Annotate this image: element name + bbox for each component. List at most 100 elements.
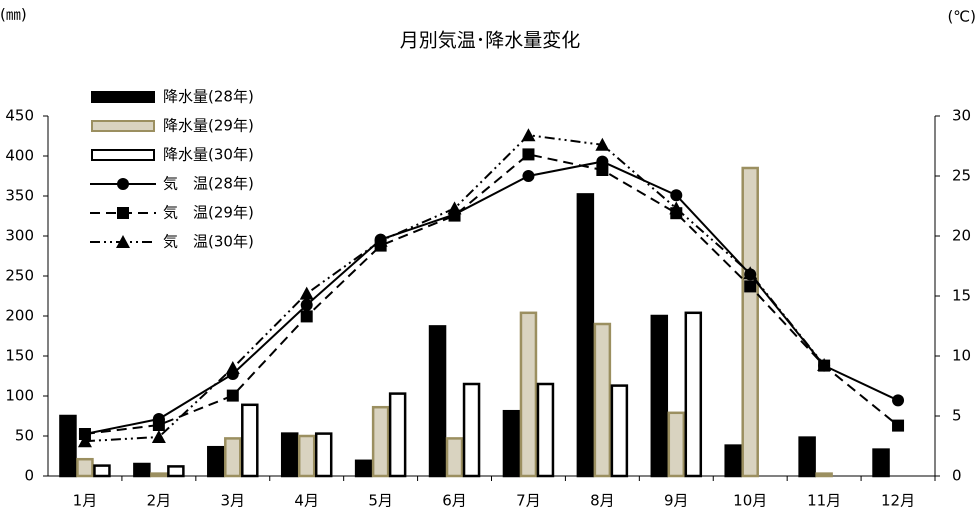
bar xyxy=(741,166,759,478)
legend-label: 気 温(30年) xyxy=(163,233,254,251)
bar xyxy=(502,409,521,478)
temperature-marker xyxy=(299,286,314,300)
y-tick-label: 100 xyxy=(5,387,34,405)
y-tick-label: 250 xyxy=(5,267,34,285)
bar xyxy=(241,403,259,478)
bar xyxy=(684,311,703,478)
bar xyxy=(297,434,316,478)
temperature-marker xyxy=(225,361,240,374)
x-tick-label: 3月 xyxy=(221,492,246,510)
chart-title: 月別気温･降水量変化 xyxy=(400,30,581,52)
temperature-marker xyxy=(226,389,239,402)
temperature-marker xyxy=(744,280,757,293)
x-tick-label: 7月 xyxy=(516,492,541,510)
y-tick-label: 350 xyxy=(5,187,34,205)
temperature-marker xyxy=(152,419,165,431)
y-tick-label: 450 xyxy=(5,107,34,125)
temperature-marker xyxy=(300,299,313,311)
x-tick-label: 5月 xyxy=(368,492,393,510)
bar xyxy=(519,311,538,478)
bar xyxy=(536,382,555,478)
y2-tick-label: 30 xyxy=(952,107,971,125)
temperature-marker xyxy=(522,148,535,161)
y2-tick-label: 15 xyxy=(952,287,971,305)
y2-unit: (℃) xyxy=(947,8,976,26)
bar xyxy=(462,382,481,478)
bar xyxy=(872,448,890,478)
bar xyxy=(576,193,595,478)
bar xyxy=(224,437,242,478)
legend-marker xyxy=(117,178,129,190)
y2-tick-label: 0 xyxy=(952,467,962,485)
bar xyxy=(371,405,390,478)
bar xyxy=(314,432,333,478)
legend-marker xyxy=(116,235,130,248)
x-tick-label: 2月 xyxy=(147,492,172,510)
y-tick-label: 150 xyxy=(5,347,34,365)
x-tick-label: 4月 xyxy=(294,492,319,510)
legend-label: 降水量(28年) xyxy=(163,88,254,106)
bar xyxy=(354,459,373,478)
temperature-marker xyxy=(596,164,609,176)
temperature-marker xyxy=(892,394,905,407)
bar xyxy=(445,437,464,478)
bar xyxy=(815,472,833,478)
x-tick-label: 9月 xyxy=(664,492,689,510)
bar xyxy=(593,322,612,478)
temperature-marker xyxy=(151,430,166,443)
y-tick-label: 50 xyxy=(15,427,34,445)
legend-label: 降水量(30年) xyxy=(163,146,254,164)
x-tick-label: 11月 xyxy=(807,492,841,510)
y2-tick-label: 20 xyxy=(952,227,971,245)
bar xyxy=(724,444,742,478)
y-tick-label: 400 xyxy=(5,147,34,165)
temperature-marker xyxy=(300,310,313,323)
temperature-marker xyxy=(78,428,91,440)
temperature-marker xyxy=(521,128,536,142)
temperature-marker xyxy=(892,419,905,432)
y-unit: (㎜) xyxy=(0,6,27,24)
legend-label: 気 温(29年) xyxy=(163,204,254,222)
bar xyxy=(388,392,407,478)
x-tick-label: 12月 xyxy=(881,492,915,510)
temperature-marker xyxy=(743,266,758,280)
temperature-marker xyxy=(373,233,388,247)
temperature-marker xyxy=(522,170,535,182)
bar xyxy=(610,384,629,478)
y2-tick-label: 25 xyxy=(952,167,971,185)
bar xyxy=(76,457,94,478)
bar xyxy=(150,472,168,478)
bar xyxy=(798,436,816,478)
bar xyxy=(167,465,185,478)
legend-label: 気 温(28年) xyxy=(163,175,254,193)
bar xyxy=(428,325,447,478)
temperature-marker xyxy=(817,358,832,371)
bar xyxy=(93,464,111,478)
y2-tick-label: 10 xyxy=(952,347,971,365)
bar xyxy=(650,314,669,478)
temperature-line xyxy=(84,153,899,435)
bar xyxy=(133,462,151,478)
x-tick-label: 6月 xyxy=(442,492,467,510)
legend-swatch xyxy=(91,120,155,132)
legend-swatch xyxy=(91,91,155,103)
x-tick-label: 8月 xyxy=(590,492,615,510)
legend-label: 降水量(29年) xyxy=(163,117,254,135)
x-tick-label: 10月 xyxy=(733,492,767,510)
temperature-marker xyxy=(669,201,684,215)
temperature-marker xyxy=(447,201,462,215)
bar xyxy=(59,414,77,478)
bar xyxy=(280,432,299,478)
legend-swatch xyxy=(91,149,155,161)
y2-tick-label: 5 xyxy=(952,407,962,425)
temperature-marker xyxy=(595,137,610,151)
temperature-marker xyxy=(77,434,92,448)
bar xyxy=(207,445,225,478)
y-tick-label: 200 xyxy=(5,307,34,325)
legend-marker xyxy=(117,207,129,219)
y-tick-label: 0 xyxy=(24,467,34,485)
y-tick-label: 300 xyxy=(5,227,34,245)
bar xyxy=(667,411,686,478)
x-tick-label: 1月 xyxy=(73,492,98,510)
